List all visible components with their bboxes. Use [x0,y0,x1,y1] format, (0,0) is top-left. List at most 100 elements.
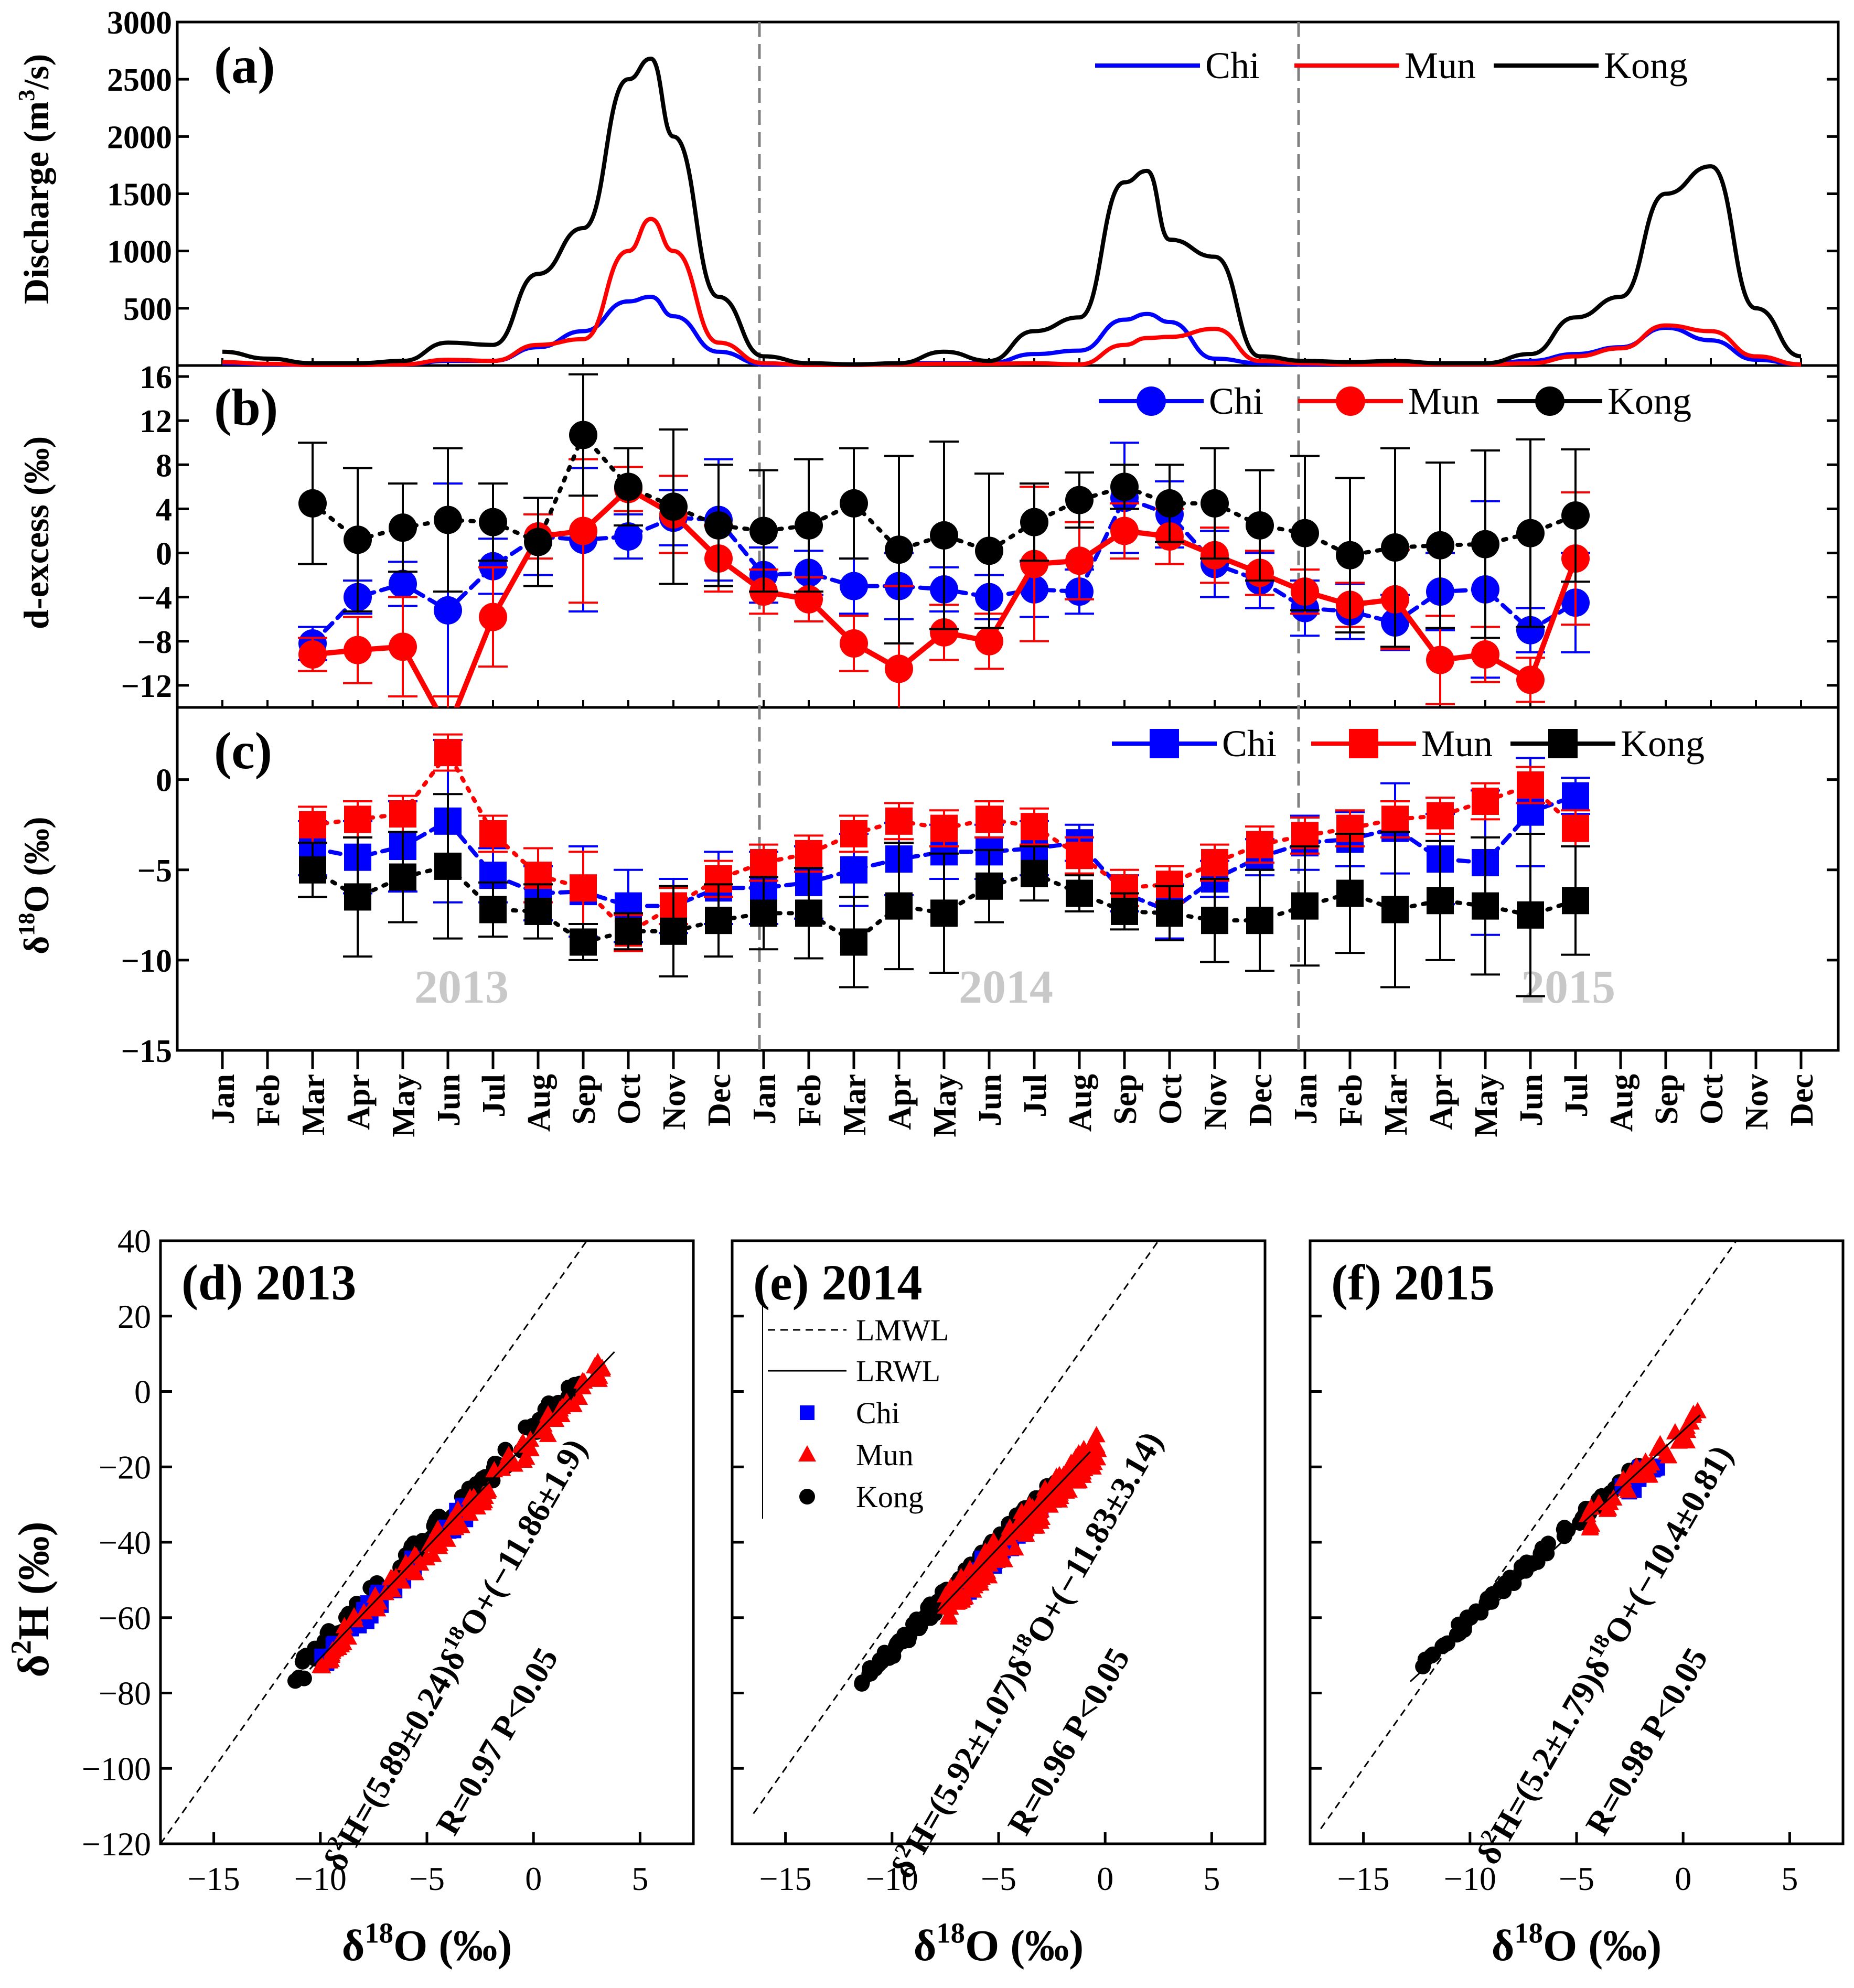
month-label-nov: Nov [1198,1074,1234,1130]
point-e-mun [1087,1426,1106,1443]
year-label-2014: 2014 [959,961,1053,1013]
y-axis-title-a: Discharge (m3/s) [14,54,56,304]
point-b-mun [479,603,507,631]
legend-label-a-mun: Mun [1405,45,1476,87]
point-e-kong [862,1665,878,1682]
y-tick-label-b: 4 [156,492,172,528]
panel-f-frame [1309,1239,1845,1845]
point-e-mun [980,1567,998,1584]
point-c-kong [299,856,326,884]
point-b-kong [1381,533,1409,562]
y-tick-label-b: 8 [156,448,172,483]
point-e-mun [1015,1507,1033,1524]
point-b-chi [389,569,417,598]
point-f-kong [1524,1556,1540,1572]
point-b-kong [840,489,868,518]
x-tick-label-d: −5 [409,1860,445,1897]
point-c-mun [1427,802,1454,830]
point-d-mun [479,1481,497,1498]
point-c-mun [840,820,867,847]
point-f-kong [1478,1595,1495,1611]
legend-label-b-chi: Chi [1209,380,1263,422]
point-c-kong [389,863,416,891]
x-tick-label-f: −10 [1444,1860,1496,1897]
month-label-mar: Mar [1378,1074,1414,1135]
point-b-kong [885,535,913,564]
point-c-kong [434,852,462,880]
month-label-sep: Sep [1649,1074,1685,1124]
x-tick-label-f: 5 [1781,1860,1798,1897]
point-b-kong [1516,519,1545,547]
x-tick-label-f: −5 [1559,1860,1594,1897]
point-d-mun [346,1611,364,1628]
point-b-mun [344,636,372,664]
point-c-kong [1111,897,1138,925]
y-axis-title-c: δ18O (‰) [14,816,56,954]
y-tick-label-b: −12 [121,669,172,704]
month-label-jun: Jun [972,1074,1008,1126]
legend-marker-c [1548,729,1578,758]
legend-marker-mun [798,1445,816,1462]
month-label-apr: Apr [1423,1074,1459,1130]
y-tick-label-d: −80 [99,1675,151,1712]
point-d-mun [313,1657,331,1674]
point-d-mun [473,1494,491,1511]
legend-marker-c [1349,729,1378,758]
point-d-mun [593,1358,612,1375]
point-d-kong [406,1535,422,1552]
point-e-mun [998,1529,1016,1546]
year-label-2013: 2013 [414,961,509,1013]
point-c-kong [1201,907,1228,934]
point-e-mun [995,1551,1013,1567]
x-tick-label-e: −10 [866,1860,918,1897]
month-label-aug: Aug [521,1074,557,1132]
legend-lrwl-label: LRWL [856,1354,940,1388]
y-tick-label-b: 12 [140,404,172,439]
point-b-kong [389,513,417,542]
month-label-nov: Nov [657,1074,692,1130]
point-c-kong [1472,892,1499,920]
point-b-mun [1426,646,1454,674]
point-b-kong [1336,541,1364,569]
lrwl-line-d [309,1351,615,1670]
point-c-kong [1517,901,1544,929]
point-c-chi [840,856,867,884]
point-c-kong [524,897,552,925]
y-tick-label-c: −15 [121,1034,172,1069]
point-d-mun [406,1564,424,1581]
month-label-feb: Feb [1333,1074,1369,1126]
point-b-chi [840,572,868,600]
point-b-kong [1291,519,1319,547]
point-b-kong [930,521,958,550]
point-e-mun [1050,1466,1068,1482]
y-tick-label-d: −100 [82,1750,151,1787]
point-d-mun [407,1547,425,1564]
point-c-kong [976,872,1003,900]
point-d-kong [294,1653,310,1670]
point-e-mun [940,1606,958,1622]
legend-marker-kong [799,1489,815,1505]
point-e-mun [1063,1468,1081,1485]
panel-label-c: (c) [214,722,272,780]
point-c-kong [930,899,958,927]
point-b-kong [614,472,642,501]
point-d-mun [546,1410,565,1427]
point-e-mun [945,1579,963,1596]
point-c-mun [885,807,913,835]
x-tick-label-e: −5 [981,1860,1016,1897]
point-c-kong [615,917,642,945]
point-f-kong [1497,1575,1513,1591]
month-label-feb: Feb [792,1074,828,1126]
point-d-mun [539,1425,557,1442]
point-d-mun [511,1436,530,1453]
point-c-kong [795,899,822,927]
point-c-mun [479,820,507,847]
point-e-kong [871,1654,887,1671]
y-tick-label-b: −8 [137,625,172,660]
point-c-kong [1021,859,1048,887]
point-b-kong [434,506,462,534]
point-b-mun [1110,517,1139,545]
point-e-mun [1006,1539,1024,1556]
panel-b-frame [176,364,1840,709]
point-c-kong [750,899,777,927]
